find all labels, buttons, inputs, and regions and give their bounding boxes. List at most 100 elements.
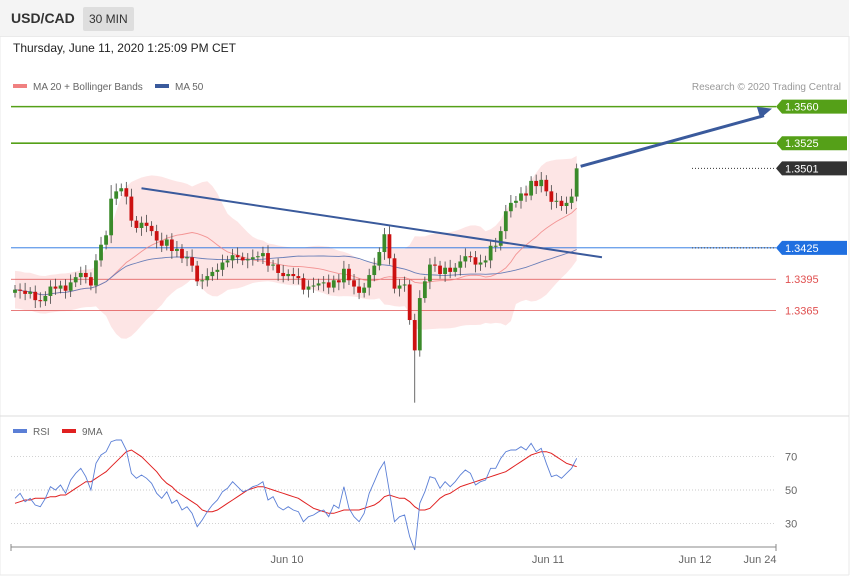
candle	[392, 253, 397, 294]
candle	[352, 274, 356, 295]
candle	[529, 176, 534, 201]
candle	[104, 230, 108, 250]
candle	[276, 258, 281, 281]
candle	[296, 268, 301, 285]
ma50-legend-label: MA 50	[175, 82, 204, 93]
candle	[503, 204, 508, 239]
target-arrow	[580, 114, 765, 168]
candle	[397, 279, 402, 297]
bollinger-band	[15, 155, 577, 339]
x-tick-label: Jun 10	[270, 554, 303, 566]
candle	[478, 254, 483, 271]
candle	[417, 290, 422, 357]
candle	[180, 244, 184, 264]
rsi-legend-swatch	[13, 429, 27, 433]
candle	[493, 237, 498, 253]
candle	[311, 277, 316, 293]
header-bar: USD/CAD 30 MIN	[0, 0, 849, 37]
candle	[28, 287, 33, 299]
target-1-tag	[776, 136, 847, 151]
candle	[336, 274, 341, 291]
candle	[190, 249, 194, 272]
candle	[73, 272, 78, 288]
candle	[266, 245, 270, 272]
support-1-label: 1.3395	[785, 274, 819, 286]
candle	[387, 226, 392, 265]
candle	[316, 278, 321, 291]
candle	[382, 227, 387, 260]
ma20-legend-label: MA 20 + Bollinger Bands	[33, 82, 143, 93]
candle	[164, 234, 169, 251]
support-2-label: 1.3365	[785, 306, 819, 318]
candle	[342, 260, 346, 289]
candle	[235, 247, 240, 264]
candle	[13, 284, 17, 298]
ma50-line	[14, 249, 577, 296]
candle	[498, 226, 503, 251]
symbol-title: USD/CAD	[11, 10, 75, 26]
candle	[210, 267, 215, 281]
ma9-line	[14, 449, 577, 514]
candle	[200, 274, 205, 290]
price-label-layer: 1.3560 1.3525 1.3501 1.3425 1.3395 1.3365	[776, 99, 847, 318]
x-tick-label: Jun 24	[743, 554, 776, 566]
candle	[301, 273, 306, 295]
candle	[519, 187, 523, 209]
candle	[473, 250, 478, 273]
candle	[407, 279, 412, 325]
rsi-ref-label-50: 50	[785, 485, 797, 497]
candle	[261, 246, 265, 265]
candle	[154, 224, 159, 249]
resistance-trendline	[141, 187, 603, 259]
candle	[53, 278, 58, 295]
candle	[549, 185, 554, 210]
candle	[129, 188, 134, 227]
candle	[306, 280, 311, 298]
x-axis-layer: Jun 10 Jun 11 Jun 12 Jun 24	[10, 544, 777, 566]
candle	[205, 268, 210, 287]
ma9-legend-label: 9MA	[82, 427, 103, 438]
candle	[377, 247, 382, 271]
credit-text: Research © 2020 Trading Central	[692, 82, 841, 93]
candle	[458, 255, 463, 276]
timeframe-badge[interactable]: 30 MIN	[83, 7, 134, 31]
candle	[559, 196, 564, 211]
rsi-layer: 70 50 30	[11, 439, 797, 551]
candle	[119, 183, 124, 197]
x-tick-label: Jun 11	[532, 554, 564, 566]
candle	[169, 233, 174, 259]
candle	[372, 257, 377, 282]
candle	[443, 261, 447, 282]
candle	[114, 183, 119, 205]
candle	[347, 264, 351, 285]
candle	[321, 276, 326, 292]
candle	[144, 214, 149, 233]
candle	[250, 249, 255, 266]
bollinger-band-layer	[15, 155, 577, 339]
candle	[159, 232, 164, 253]
candle	[433, 256, 437, 272]
pivot-tag	[776, 240, 847, 255]
candle	[286, 269, 291, 281]
timestamp: Thursday, June 11, 2020 1:25:09 PM CET	[13, 41, 237, 55]
candle	[33, 285, 38, 308]
candle	[539, 172, 544, 193]
moving-average-layer	[14, 207, 578, 296]
candle	[291, 267, 296, 284]
candle	[109, 185, 114, 244]
candle	[468, 251, 473, 262]
candle	[175, 241, 179, 258]
candle	[23, 282, 28, 301]
candle	[83, 265, 88, 284]
last-price-label: 1.3501	[785, 163, 819, 175]
candle	[428, 258, 432, 290]
candle	[63, 279, 68, 299]
rsi-ref-label-70: 70	[785, 452, 797, 464]
candle	[514, 196, 518, 208]
candle	[564, 196, 569, 214]
candle	[68, 274, 73, 298]
target-2-tag	[776, 99, 847, 114]
candle	[524, 185, 528, 202]
